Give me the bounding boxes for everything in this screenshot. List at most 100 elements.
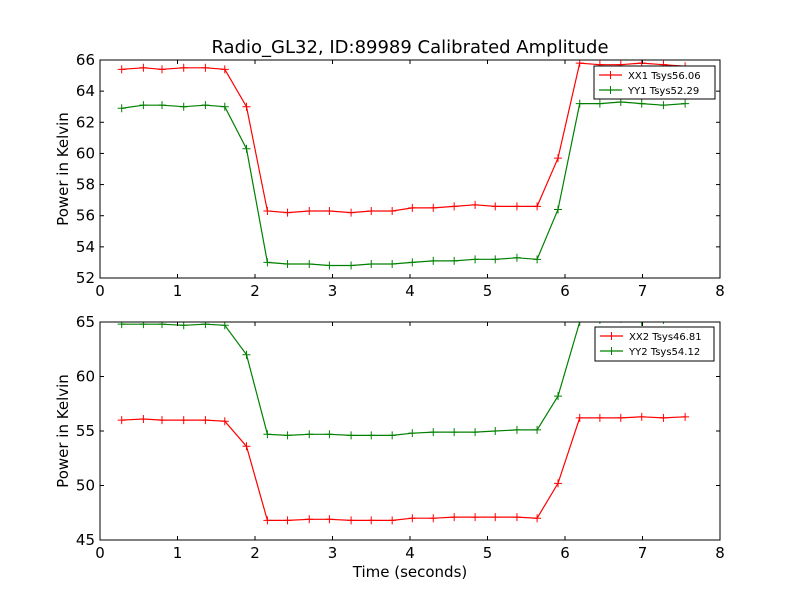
data-point (471, 513, 480, 522)
data-point (662, 322, 664, 324)
data-point (408, 203, 417, 212)
data-point (283, 208, 292, 217)
data-point (179, 322, 188, 330)
data-point (575, 322, 584, 326)
data-point (471, 255, 480, 264)
series-line (121, 62, 686, 214)
data-point (471, 428, 480, 437)
x-tick-label: 3 (328, 282, 338, 300)
legend-label: YY2 Tsys54.12 (628, 347, 700, 358)
data-point (512, 513, 521, 522)
data-point (263, 516, 272, 525)
x-tick-label: 6 (560, 544, 570, 562)
legend-box (593, 65, 716, 100)
y-tick-label: 56 (76, 207, 95, 225)
x-tick-label: 5 (483, 282, 493, 300)
data-point (139, 101, 148, 110)
data-point (220, 322, 229, 330)
x-tick-label: 7 (638, 544, 648, 562)
legend-marker (606, 86, 615, 94)
series-line (121, 416, 686, 522)
data-point (659, 413, 668, 422)
data-point (491, 202, 500, 211)
data-point (201, 416, 210, 425)
x-tick-label: 5 (483, 544, 493, 562)
legend: XX2 Tsys46.81 YY2 Tsys54.12 (594, 326, 715, 362)
data-point (408, 258, 417, 267)
data-point (117, 322, 126, 329)
data-point (347, 516, 356, 525)
y-tick-label: 54 (76, 238, 95, 256)
data-point (637, 99, 646, 108)
legend-label: XX1 Tsys56.06 (628, 71, 701, 82)
data-point (139, 63, 148, 72)
legend-marker (606, 71, 615, 79)
data-point (367, 259, 376, 268)
x-tick-label: 1 (173, 282, 183, 300)
data-point (305, 207, 314, 216)
data-point (263, 207, 272, 216)
data-point (242, 144, 251, 153)
data-point (554, 154, 563, 163)
data-point (201, 322, 210, 329)
data-point (158, 65, 166, 74)
data-point (533, 202, 542, 211)
data-point (471, 200, 480, 209)
x-tick-label: 4 (405, 544, 415, 562)
data-point (347, 261, 356, 270)
data-point (263, 258, 272, 267)
data-point (325, 207, 334, 216)
data-point (429, 256, 438, 265)
data-point (554, 479, 563, 488)
data-point (117, 104, 126, 113)
data-point (347, 208, 356, 217)
data-point (242, 350, 251, 359)
data-point (283, 259, 292, 268)
data-point (491, 255, 500, 264)
data-point (450, 513, 459, 522)
data-point (305, 430, 314, 439)
data-point (388, 516, 397, 525)
data-point (179, 416, 188, 425)
data-point (220, 102, 229, 111)
data-point (595, 99, 604, 108)
data-point (408, 429, 417, 438)
x-tick-label: 8 (715, 544, 725, 562)
data-point (283, 431, 292, 440)
data-point (179, 102, 188, 111)
data-point (263, 430, 272, 439)
x-tick-label: 2 (250, 282, 260, 300)
data-point (139, 322, 148, 329)
legend-marker (607, 332, 616, 340)
x-tick-label: 0 (95, 544, 105, 562)
legend-box (594, 326, 715, 362)
data-point (450, 428, 459, 437)
data-point (512, 253, 521, 262)
data-point (158, 416, 166, 425)
legend: XX1 Tsys56.06 YY1 Tsys52.29 (593, 65, 716, 100)
data-point (512, 425, 521, 434)
data-point (242, 102, 251, 111)
data-point (388, 259, 397, 268)
data-point (388, 207, 397, 216)
data-point (201, 63, 210, 72)
data-point (659, 101, 668, 110)
data-point (220, 65, 229, 74)
chart-title: Radio_GL32, ID:89989 Calibrated Amplitud… (211, 37, 608, 58)
data-point (139, 415, 148, 424)
data-point (450, 202, 459, 211)
y-tick-label: 65 (76, 313, 95, 331)
data-point (117, 416, 126, 425)
series-1 (117, 60, 690, 217)
data-point (554, 392, 563, 401)
data-point (305, 515, 314, 524)
data-point (429, 428, 438, 437)
data-point (429, 203, 438, 212)
y-axis-label: Power in Kelvin (54, 374, 72, 488)
legend-label: YY1 Tsys52.29 (627, 86, 699, 97)
data-point (429, 514, 438, 523)
x-tick-label: 3 (328, 544, 338, 562)
data-point (220, 417, 229, 426)
